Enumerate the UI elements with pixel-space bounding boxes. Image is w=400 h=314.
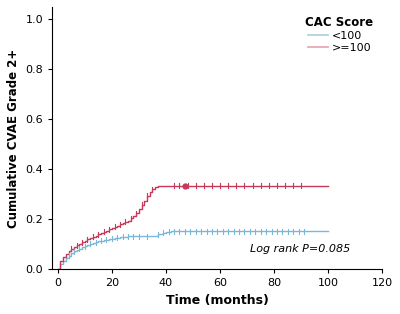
Legend: <100, >=100: <100, >=100 xyxy=(302,13,377,57)
Text: Log rank P=0.085: Log rank P=0.085 xyxy=(250,244,351,254)
Y-axis label: Cumulative CVAE Grade 2+: Cumulative CVAE Grade 2+ xyxy=(7,49,20,228)
X-axis label: Time (months): Time (months) xyxy=(166,294,269,307)
